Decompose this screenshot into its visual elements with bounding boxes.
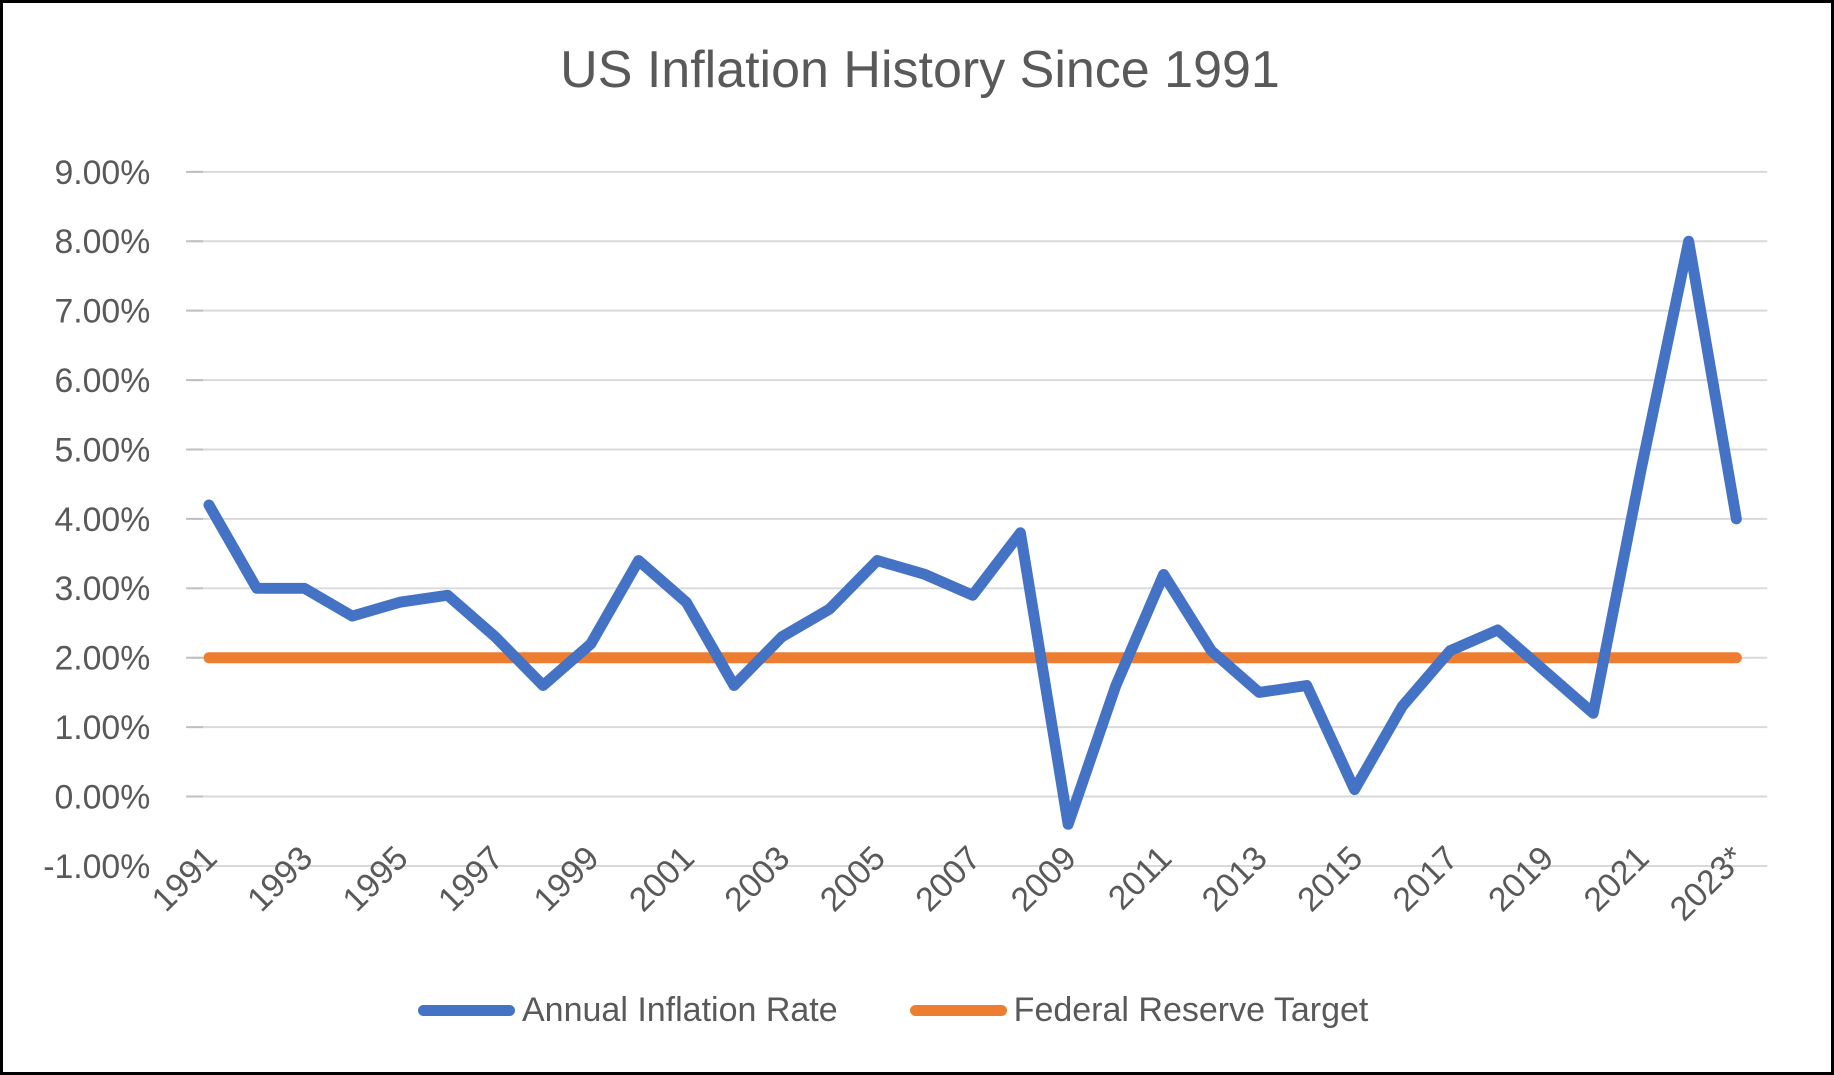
x-axis-label: 2021 [1577,839,1657,919]
inflation-line-series [203,235,1742,830]
x-axis-label: 2017 [1386,839,1466,919]
chart-title: US Inflation History Since 1991 [560,41,1280,99]
y-axis-label: 8.00% [54,223,150,261]
y-axis-label: 9.00% [54,154,150,192]
legend-entry-annual-inflation-rate: Annual Inflation Rate [418,991,838,1030]
x-axis-label: 2011 [1101,839,1179,917]
legend-swatch-blue-line [418,1004,515,1016]
x-axis-label: 1999 [526,839,606,919]
x-axis-label: 1997 [431,839,511,919]
y-axis-labels: 9.00% 8.00% 7.00% 6.00% 5.00% 4.00% 3.00% 2.00%… [43,154,150,886]
chart-canvas: 9.00% 8.00% 7.00% 6.00% 5.00% 4.00% 3.00% 2.00%… [43,154,1768,928]
x-axis-label: 2019 [1481,839,1561,919]
y-axis-label: -1.00% [43,848,150,886]
x-axis-labels: 1991 1993 1995 1997 1999 2001 2003 2005 2007 2009… [145,839,1752,928]
axis-tick-marks [186,170,204,867]
legend-entry-federal-reserve-target: Federal Reserve Target [909,990,1369,1030]
legend-swatch-orange-line [909,1004,1007,1016]
x-axis-label: 2005 [813,839,893,919]
x-axis-label: 2015 [1290,839,1370,919]
x-axis-label: 2001 [622,839,702,919]
y-axis-label: 7.00% [54,293,150,331]
legend: Annual Inflation Rate Federal Reserve Ta… [418,989,1368,1031]
x-axis-label: 2013 [1195,839,1275,919]
y-axis-label: 3.00% [54,570,150,608]
legend-label: Annual Inflation Rate [522,990,838,1029]
gridlines [191,170,1768,867]
x-axis-label: 1995 [335,839,415,919]
y-axis-label: 0.00% [54,778,150,816]
x-axis-label: 2023* [1663,839,1752,928]
x-axis-label: 2003 [717,839,797,919]
y-axis-label: 4.00% [54,501,150,539]
x-axis-label: 2009 [1004,839,1084,919]
x-axis-label: 1993 [240,839,320,919]
legend-label: Federal Reserve Target [1013,990,1369,1029]
y-axis-label: 6.00% [54,362,150,400]
y-axis-label: 1.00% [54,709,150,747]
x-axis-label: 2007 [908,839,988,919]
x-axis-label: 1991 [145,839,225,919]
y-axis-label: 2.00% [54,640,150,678]
y-axis-label: 5.00% [54,431,150,469]
